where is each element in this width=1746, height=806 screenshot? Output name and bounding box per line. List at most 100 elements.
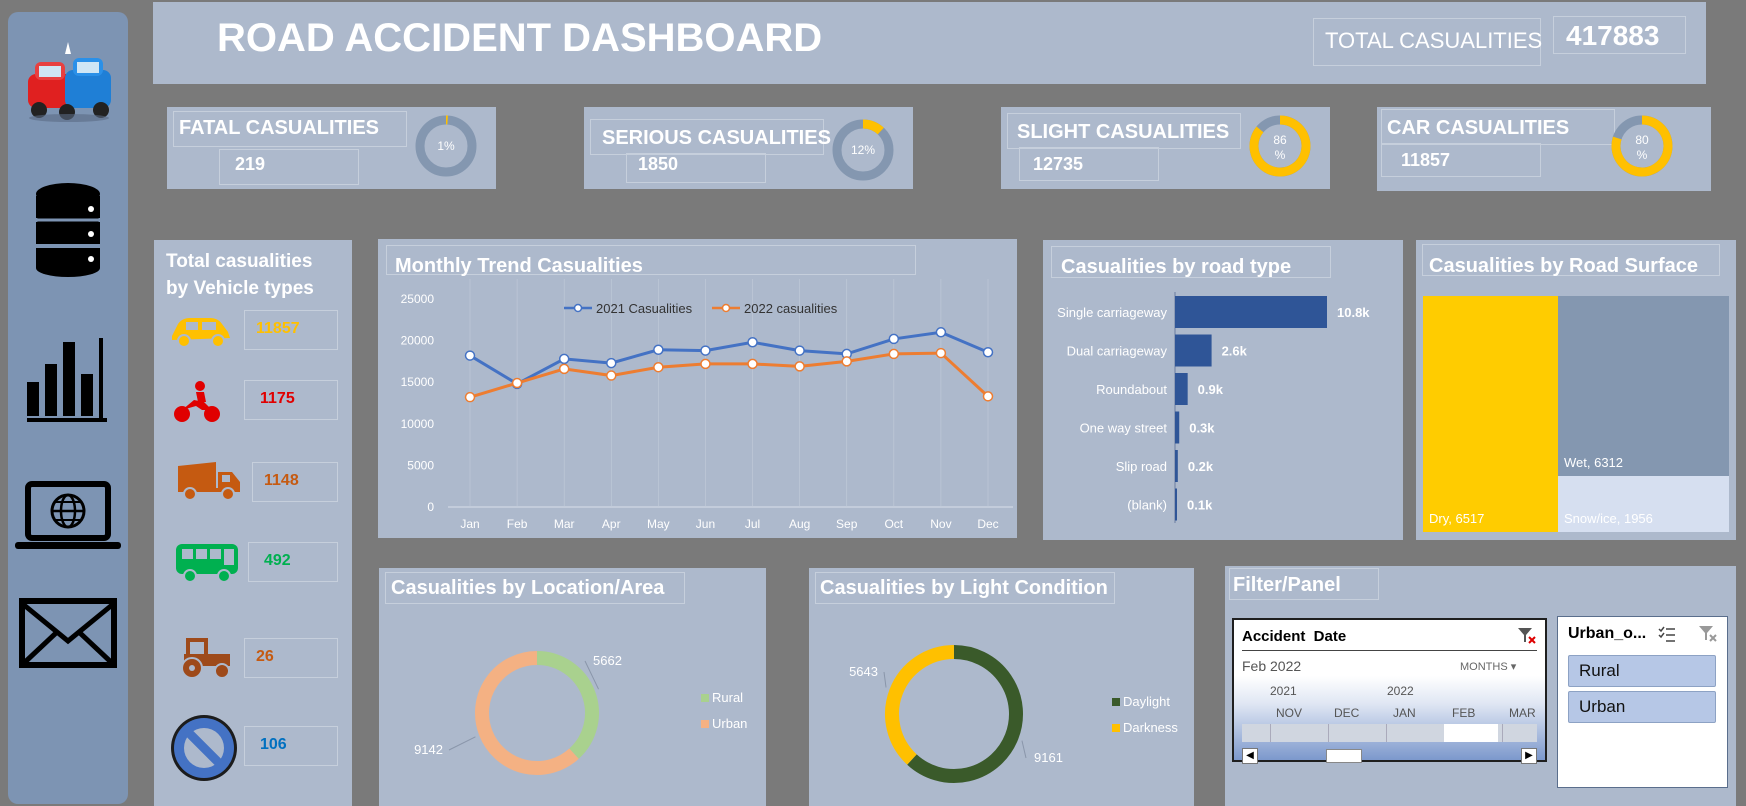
x-tick-label: Jul [745,517,760,531]
kpi-title-frame [590,119,824,155]
vehicle-value: 1148 [264,472,299,489]
filter-panel: Filter/Panel Accident Date Feb 2022 MONT… [1225,566,1736,806]
accident-date-slicer[interactable]: Accident Date Feb 2022 MONTHS ▾ 2021 202… [1232,618,1547,764]
legend-swatch [701,694,709,702]
donut-slice [475,651,579,775]
data-label: 5643 [849,664,878,679]
slicer-option-rural[interactable]: Rural [1568,655,1716,687]
vehicle-value-frame [244,310,338,350]
kpi-donut-label: 1% [437,139,455,153]
chart-title-frame [815,572,1115,604]
data-point [888,348,900,360]
vehicle-value-frame [252,462,338,502]
month-label[interactable]: JAN [1393,706,1416,720]
data-point [558,363,570,375]
donut-slice [907,645,1023,783]
kpi-donut-label: 80 [1635,133,1649,147]
timeline-selected-period[interactable] [1444,724,1498,742]
road-surface-panel: Casualities by Road Surface Dry, 6517 We… [1416,240,1736,540]
legend-label: 2022 casualities [744,301,838,316]
light-condition-panel: Casualities by Light Condition 9161 5643 D… [809,568,1194,806]
clear-filter-icon[interactable] [1517,627,1537,645]
envelope-icon[interactable] [8,597,128,671]
kpi-donut-label: 86 [1273,133,1287,147]
chart-title: Casualities by Light Condition [820,577,1108,599]
timeline-bar[interactable] [1242,724,1537,742]
month-label[interactable]: NOV [1276,706,1303,720]
truck-icon [178,462,240,501]
bus-icon [176,544,238,583]
scroll-thumb[interactable] [1326,749,1362,763]
kpi-title: SERIOUS CASUALITIES [602,127,831,149]
tractor-icon [181,638,230,679]
x-tick-label: Mar [554,517,575,531]
chart-title-frame [1422,244,1720,276]
data-point [700,345,711,356]
data-label: 2.6k [1222,344,1248,359]
multi-select-icon[interactable] [1658,625,1676,643]
legend-marker [721,303,731,313]
vehicle-value-frame [244,726,338,766]
granularity-dropdown[interactable]: MONTHS ▾ [1460,660,1516,673]
timeline-tick [1328,724,1329,742]
legend-label: Darkness [1123,720,1178,735]
month-label[interactable]: MAR [1509,706,1536,720]
treemap-label: Snow/ice, 1956 [1564,511,1653,526]
x-tick-label: Nov [930,517,951,531]
chart-title: Casualities by road type [1061,256,1292,278]
chevron-down-icon: ▾ [1510,661,1517,673]
data-label: 0.1k [1187,498,1213,513]
kpi-value: 219 [235,154,266,174]
x-tick-label: Apr [602,517,621,531]
data-point [653,344,664,356]
total-label-frame [1313,18,1541,66]
slicer-option-urban[interactable]: Urban [1568,691,1716,723]
scroll-left-icon[interactable]: ◀ [1242,748,1258,764]
vehicle-row-bus: 492 [154,538,349,598]
x-tick-label: Aug [789,517,810,531]
kpi-donut: 80% [1611,115,1673,177]
month-label[interactable]: FEB [1452,706,1476,720]
vehicle-value-frame [244,380,338,420]
chart-title-frame [386,245,916,275]
total-casualities-value: 417883 [1566,20,1660,51]
data-point [464,391,476,403]
kpi-value: 12735 [1033,154,1084,174]
kpi-donut-arc [1249,115,1311,177]
granularity-label: MONTHS [1460,661,1508,673]
bar [1175,411,1180,444]
data-point [888,333,900,345]
year-label: 2022 [1387,684,1414,698]
bar-chart-icon[interactable] [8,334,128,424]
total-casualities-label: TOTAL CASUALITIES [1325,28,1543,53]
data-point [511,377,523,389]
kpi-donut: 1% [415,115,477,177]
no-entry-icon [171,715,237,781]
legend-swatch [1112,724,1120,732]
area-slicer-title: Urban_o... [1568,625,1647,642]
vehicle-types-panel: Total casualities by Vehicle types 11857… [154,240,352,806]
kpi-donut-label: 12% [851,143,875,157]
vehicle-row-other: 106 [154,710,349,781]
data-point [935,327,947,338]
kpi-donut-arc [862,119,884,135]
legend-label: Rural [712,690,743,705]
legend-label: Daylight [1123,694,1170,709]
x-tick-label: Jan [460,517,479,531]
y-tick-label: 15000 [401,375,435,389]
x-tick-label: Feb [507,517,528,531]
date-slicer-selected: Feb 2022 [1242,658,1302,674]
laptop-globe-icon[interactable] [8,480,128,552]
database-icon[interactable] [8,182,128,277]
clear-filter-icon[interactable] [1698,625,1718,643]
leader-line [883,671,887,688]
crash-cars-icon[interactable] [8,32,128,127]
y-tick-label: 10000 [401,417,435,431]
month-label[interactable]: DEC [1334,706,1360,720]
legend-swatch [701,720,709,728]
bar [1175,450,1178,482]
scroll-right-icon[interactable]: ▶ [1521,748,1537,764]
urban-rural-slicer[interactable]: Urban_o... Rural Urban [1557,616,1728,788]
data-point [794,361,805,372]
kpi-donut-arc [1611,115,1673,177]
